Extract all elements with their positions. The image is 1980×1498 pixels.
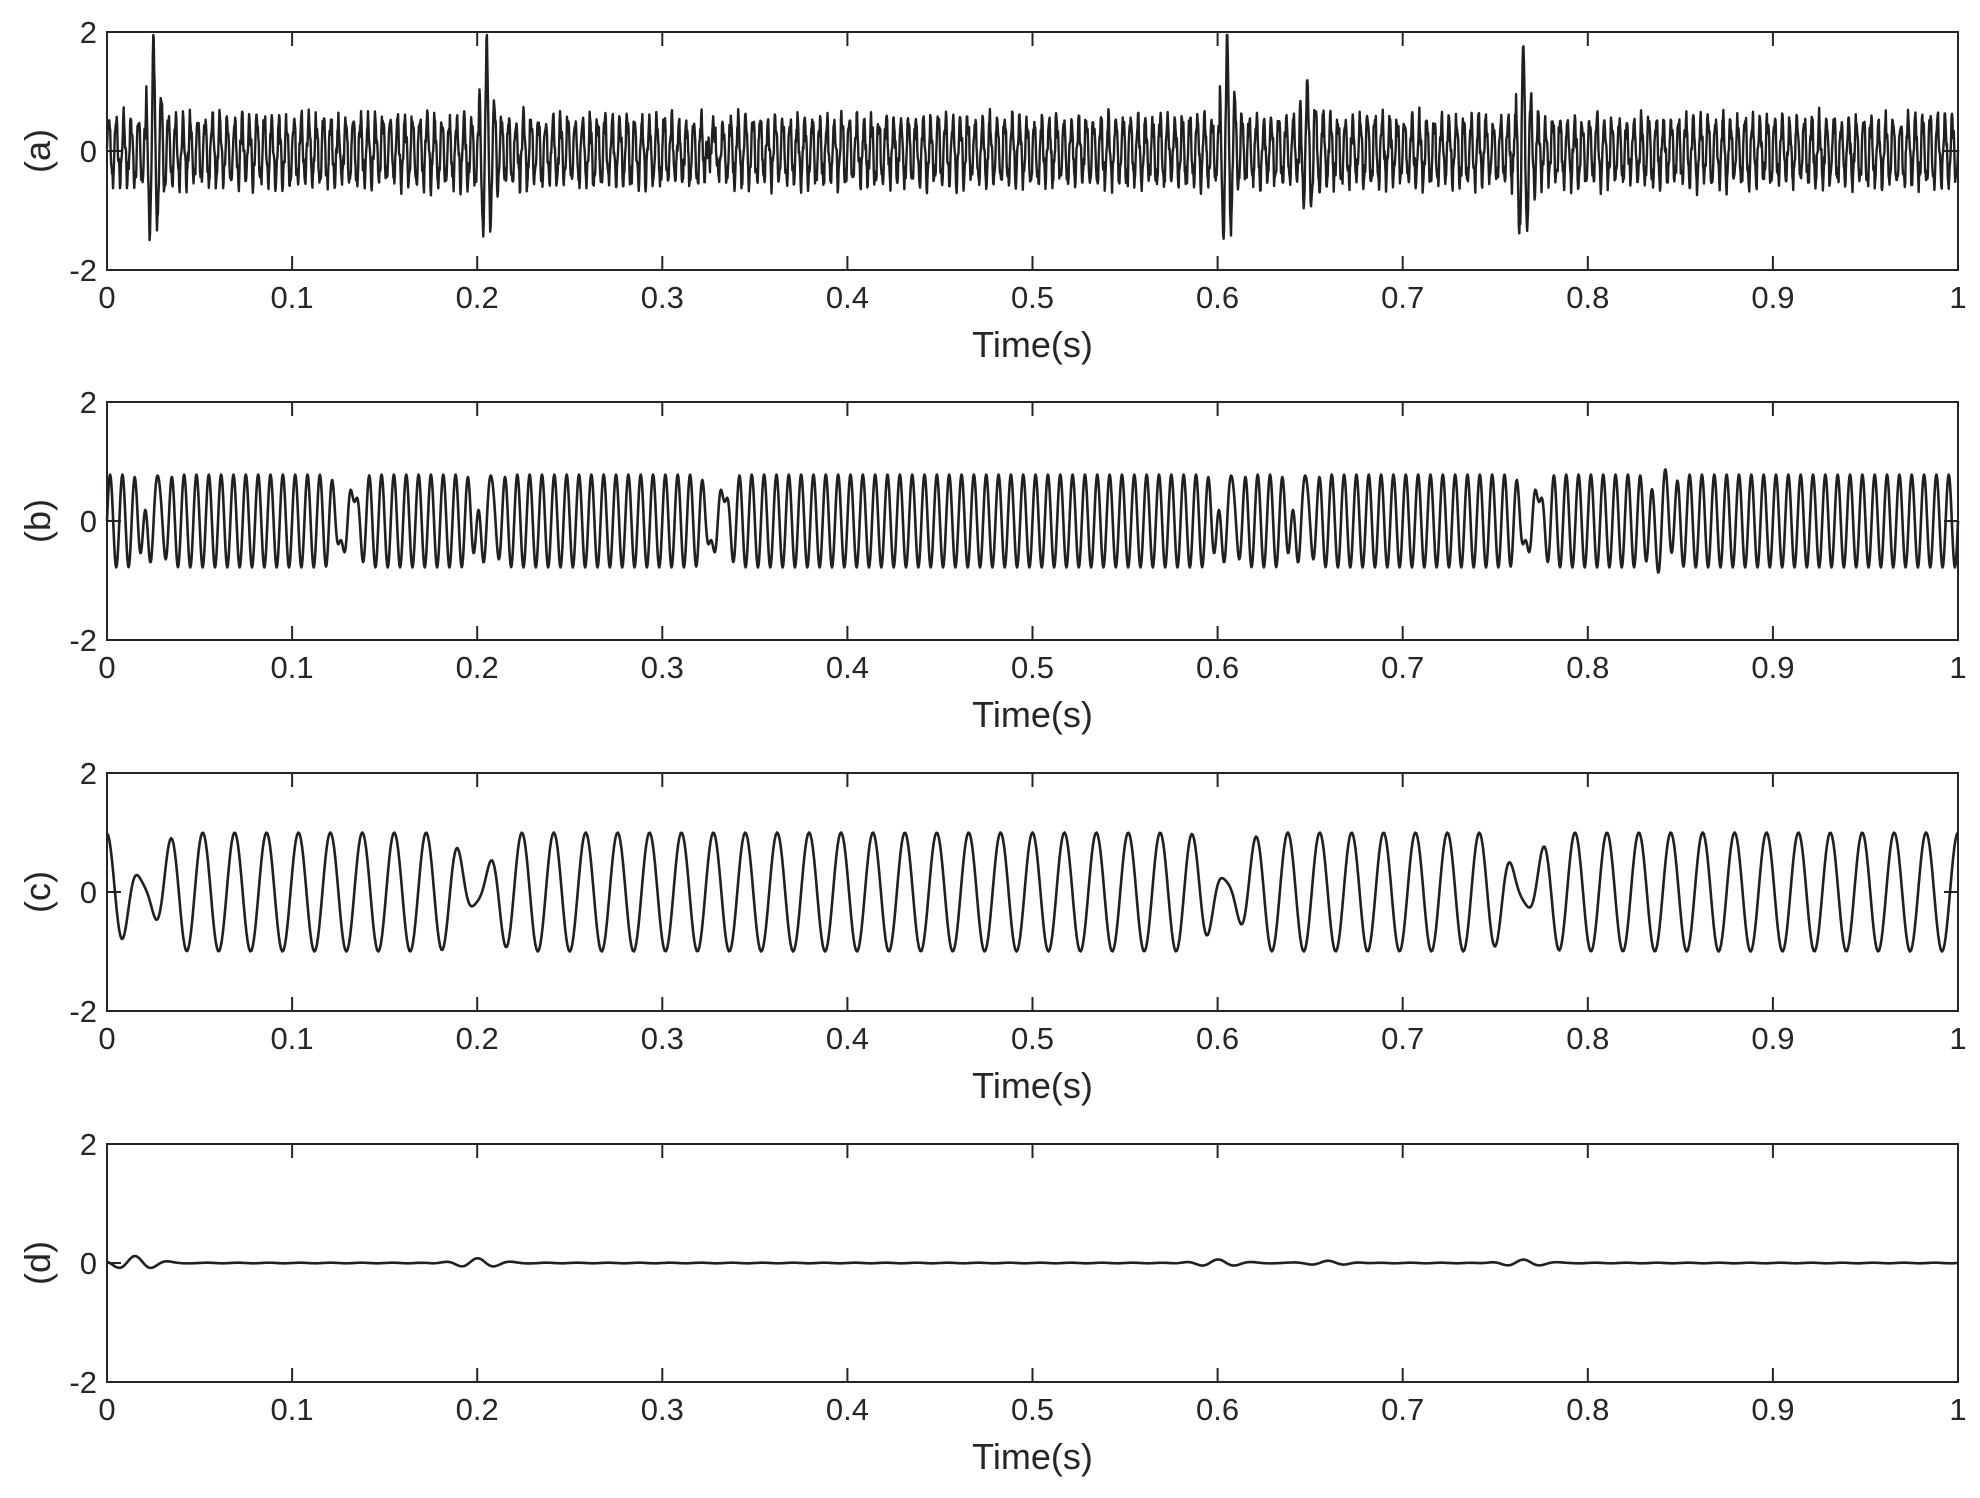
x-tick-label: 0.4 [826,1021,869,1056]
x-tick-label: 1 [1949,1021,1966,1056]
x-tick-label: 0.9 [1751,1021,1794,1056]
x-tick-label: 0.2 [456,1392,499,1427]
x-tick-label: 0 [98,280,115,315]
y-tick-label: -2 [69,994,97,1029]
x-axis-label: Time(s) [972,1436,1093,1477]
x-tick-label: 0.9 [1751,280,1794,315]
y-tick-label: 2 [80,385,97,420]
x-tick-label: 0 [98,650,115,685]
x-tick-label: 0.6 [1196,650,1239,685]
x-axis-label: Time(s) [972,1065,1093,1106]
y-tick-label: -2 [69,623,97,658]
y-tick-label: -2 [69,1365,97,1400]
x-axis-label: Time(s) [972,694,1093,735]
x-tick-label: 0.3 [641,280,684,315]
x-tick-label: 0.4 [826,1392,869,1427]
y-tick-label: 0 [80,134,97,169]
x-tick-label: 0.5 [1011,1392,1054,1427]
x-tick-label: 0.2 [456,1021,499,1056]
x-tick-label: 0.8 [1566,650,1609,685]
x-tick-label: 0.1 [271,650,314,685]
x-tick-label: 0.7 [1381,280,1424,315]
panel-label: (a) [17,129,58,173]
x-tick-label: 1 [1949,650,1966,685]
plot-frame [106,772,1959,1012]
x-tick-label: 0.6 [1196,1392,1239,1427]
subplot-a: 0 0.1 0.2 0.3 0.4 0.5 0.6 0.7 0.8 0.9 1-202Time(s)… [17,15,1967,365]
x-tick-label: 0.8 [1566,280,1609,315]
x-tick-label: 0.5 [1011,280,1054,315]
x-tick-label: 0 [98,1392,115,1427]
x-tick-label: 0.7 [1381,650,1424,685]
y-tick-label: 0 [80,1246,97,1281]
x-tick-label: 0.9 [1751,650,1794,685]
panel-label: (c) [17,871,58,913]
signal-line [106,1254,1959,1270]
x-tick-label: 0.2 [456,280,499,315]
y-tick-label: 0 [80,875,97,910]
y-tick-label: 2 [80,1127,97,1162]
x-tick-label: 0.1 [271,1021,314,1056]
panel-label: (d) [17,1241,58,1285]
x-tick-label: 0.1 [271,280,314,315]
x-tick-label: 0.7 [1381,1392,1424,1427]
x-tick-label: 0.8 [1566,1392,1609,1427]
x-tick-label: 0.5 [1011,650,1054,685]
x-tick-label: 0.8 [1566,1021,1609,1056]
x-tick-label: 0.3 [641,1392,684,1427]
x-tick-label: 0.9 [1751,1392,1794,1427]
y-tick-label: 2 [80,756,97,791]
x-tick-label: 1 [1949,280,1966,315]
x-tick-label: 0.2 [456,650,499,685]
signal-line [105,468,1960,574]
x-tick-label: 0.1 [271,1392,314,1427]
x-tick-label: 1 [1949,1392,1966,1427]
subplot-d: 0 0.1 0.2 0.3 0.4 0.5 0.6 0.7 0.8 0.9 1-202Time(s)… [17,1127,1967,1477]
x-tick-label: 0.6 [1196,280,1239,315]
x-tick-label: 0.4 [826,280,869,315]
x-axis-label: Time(s) [972,324,1093,365]
signal-line [105,831,1960,953]
x-tick-label: 0.6 [1196,1021,1239,1056]
x-tick-label: 0.3 [641,650,684,685]
panel-label: (b) [17,499,58,543]
x-tick-label: 0.4 [826,650,869,685]
signal-line [105,33,1960,242]
y-tick-label: 0 [80,504,97,539]
subplot-c: 0 0.1 0.2 0.3 0.4 0.5 0.6 0.7 0.8 0.9 1-202Time(s)… [17,756,1967,1106]
x-tick-label: 0.7 [1381,1021,1424,1056]
x-tick-label: 0 [98,1021,115,1056]
y-tick-label: 2 [80,15,97,50]
subplot-b: 0 0.1 0.2 0.3 0.4 0.5 0.6 0.7 0.8 0.9 1-202Time(s)… [17,385,1967,735]
x-tick-label: 0.5 [1011,1021,1054,1056]
y-tick-label: -2 [69,253,97,288]
x-tick-label: 0.3 [641,1021,684,1056]
